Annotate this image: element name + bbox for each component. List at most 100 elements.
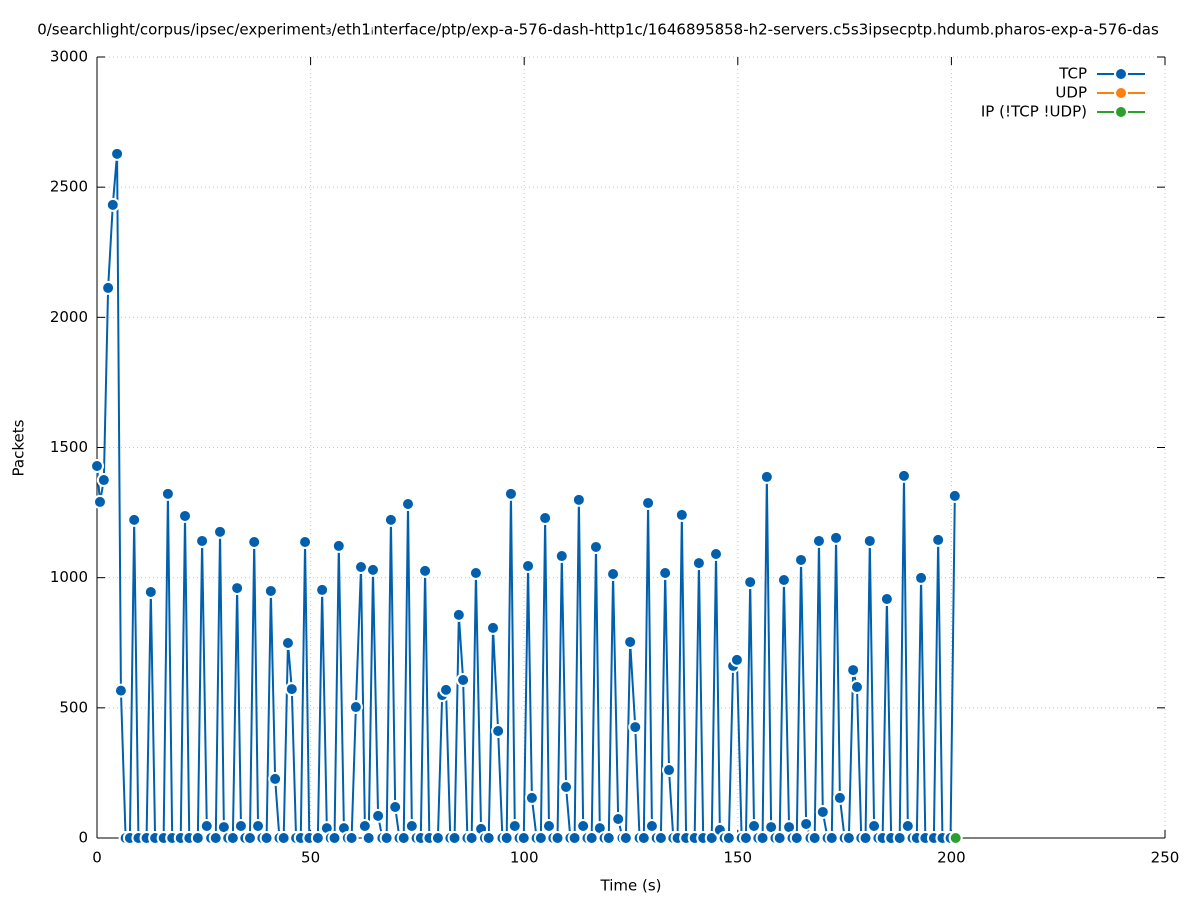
data-point	[225, 831, 240, 845]
data-point	[379, 831, 394, 845]
data-point	[641, 495, 656, 510]
data-point	[259, 831, 274, 845]
data-point	[315, 582, 330, 597]
data-point	[743, 575, 758, 590]
legend-swatch	[1114, 86, 1128, 100]
legend-swatch	[1114, 105, 1128, 119]
data-point	[447, 831, 462, 845]
data-point	[101, 280, 116, 295]
data-point	[862, 533, 877, 548]
data-point	[628, 720, 643, 735]
data-point	[199, 819, 214, 834]
data-point	[571, 492, 586, 507]
x-tick-label: 0	[92, 849, 102, 867]
data-point	[507, 819, 522, 834]
data-point	[456, 672, 471, 687]
data-point	[383, 512, 398, 527]
data-point	[371, 808, 386, 823]
data-point	[524, 790, 539, 805]
data-point	[931, 532, 946, 547]
legend-label: IP (!TCP !UDP)	[981, 103, 1087, 121]
data-point	[503, 486, 518, 501]
y-tick-label: 1500	[50, 438, 88, 456]
data-point	[550, 831, 565, 845]
data-point	[464, 831, 479, 845]
data-point	[662, 763, 677, 778]
y-axis-label: Packets	[10, 419, 28, 476]
data-point	[516, 831, 531, 845]
data-point	[900, 819, 915, 834]
data-point	[674, 507, 689, 522]
data-point	[601, 831, 616, 845]
data-point	[263, 583, 278, 598]
data-point	[896, 468, 911, 483]
data-point	[310, 831, 325, 845]
data-point	[611, 811, 626, 826]
data-point	[567, 831, 582, 845]
data-point	[110, 146, 125, 161]
data-point	[481, 831, 496, 845]
data-point	[195, 533, 210, 548]
data-point	[755, 831, 770, 845]
data-point	[846, 663, 861, 678]
data-point	[858, 831, 873, 845]
data-point	[280, 636, 295, 651]
data-point	[233, 819, 248, 834]
data-point	[327, 831, 342, 845]
data-point	[948, 831, 963, 845]
data-point	[789, 831, 804, 845]
data-point	[92, 494, 107, 509]
data-point	[606, 567, 621, 582]
data-point	[468, 565, 483, 580]
data-point	[521, 558, 536, 573]
data-point	[499, 831, 514, 845]
data-point	[348, 700, 363, 715]
data-point	[242, 831, 257, 845]
series-line	[96, 153, 956, 839]
data-point	[709, 546, 724, 561]
data-point	[947, 488, 962, 503]
data-point	[344, 831, 359, 845]
data-point	[794, 552, 809, 567]
data-point	[807, 831, 822, 845]
data-point	[799, 816, 814, 831]
data-point	[361, 831, 376, 845]
x-tick-label: 200	[937, 849, 966, 867]
y-tick-label: 500	[59, 698, 88, 716]
data-point	[486, 620, 501, 635]
x-tick-label: 150	[723, 849, 752, 867]
data-point	[533, 831, 548, 845]
legend-label: TCP	[1058, 65, 1087, 83]
data-point	[636, 831, 651, 845]
data-point	[841, 831, 856, 845]
data-point	[776, 573, 791, 588]
data-point	[644, 819, 659, 834]
data-point	[354, 559, 369, 574]
y-tick-label: 2000	[50, 308, 88, 326]
y-tick-label: 2500	[50, 178, 88, 196]
data-point	[559, 779, 574, 794]
data-point	[331, 538, 346, 553]
data-point	[588, 539, 603, 554]
data-point	[491, 724, 506, 739]
data-point	[623, 634, 638, 649]
data-point	[251, 819, 266, 834]
data-point	[721, 831, 736, 845]
data-point	[105, 197, 120, 212]
data-point	[178, 508, 193, 523]
data-point	[90, 458, 104, 473]
legend-swatch	[1114, 67, 1128, 81]
data-point	[230, 581, 245, 596]
data-point	[160, 486, 175, 501]
data-point	[284, 682, 299, 697]
data-point	[96, 473, 111, 488]
data-point	[143, 584, 158, 599]
data-point	[815, 804, 830, 819]
x-tick-label: 250	[1151, 849, 1180, 867]
data-point	[618, 831, 633, 845]
data-point	[892, 831, 907, 845]
data-point	[849, 680, 864, 695]
data-point	[538, 511, 553, 526]
